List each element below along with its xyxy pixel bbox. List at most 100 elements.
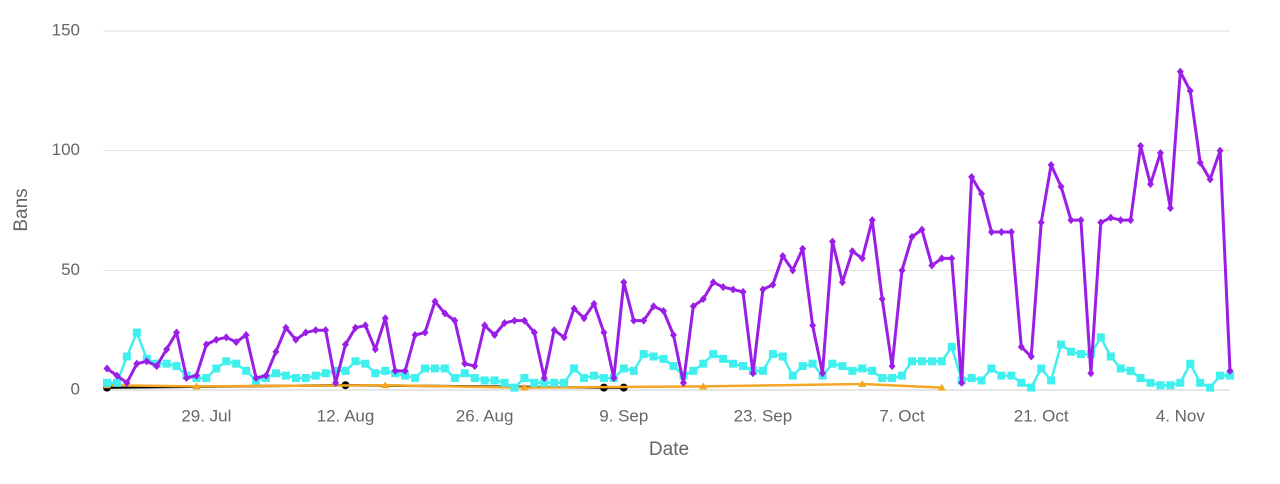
marker: [858, 364, 867, 373]
marker: [1097, 218, 1105, 227]
marker: [1106, 352, 1115, 361]
marker: [888, 374, 897, 383]
marker: [341, 366, 350, 375]
marker: [878, 374, 887, 383]
marker: [1186, 359, 1195, 368]
marker: [768, 350, 777, 359]
x-tick-label: 23. Sep: [734, 406, 793, 425]
marker: [321, 369, 330, 378]
marker: [629, 366, 638, 375]
marker: [759, 285, 767, 294]
marker: [252, 374, 260, 383]
marker: [799, 244, 807, 253]
marker: [302, 328, 310, 337]
marker: [937, 383, 946, 391]
marker: [481, 321, 489, 330]
marker: [411, 330, 419, 339]
marker: [947, 342, 956, 351]
marker: [401, 371, 410, 380]
marker: [1027, 352, 1035, 361]
marker: [699, 359, 708, 368]
x-axis-label: Date: [649, 439, 689, 460]
marker: [650, 302, 658, 311]
marker: [968, 172, 976, 181]
marker: [580, 374, 589, 383]
marker: [540, 374, 548, 383]
marker: [162, 359, 171, 368]
marker: [1037, 218, 1045, 227]
marker: [948, 254, 956, 263]
marker: [689, 366, 698, 375]
marker: [1136, 374, 1145, 383]
marker: [1196, 158, 1204, 167]
marker: [1176, 67, 1184, 76]
marker: [749, 369, 757, 378]
marker: [1017, 378, 1026, 387]
marker: [1206, 175, 1214, 184]
marker: [411, 374, 420, 383]
marker: [1137, 141, 1145, 150]
marker: [570, 304, 578, 313]
marker: [928, 261, 936, 270]
marker: [908, 232, 916, 241]
marker: [1077, 216, 1085, 225]
marker: [470, 374, 479, 383]
marker: [530, 328, 538, 337]
marker: [878, 295, 886, 304]
marker: [937, 357, 946, 366]
marker: [1166, 204, 1174, 213]
marker: [739, 287, 747, 296]
marker: [381, 366, 390, 375]
marker: [312, 326, 320, 335]
marker: [291, 374, 300, 383]
marker: [997, 228, 1005, 237]
marker: [729, 285, 737, 294]
marker: [1226, 366, 1234, 375]
y-tick-label: 100: [52, 140, 80, 159]
x-tick-label: 7. Oct: [879, 406, 925, 425]
marker: [958, 378, 966, 387]
marker: [123, 378, 131, 387]
marker: [272, 347, 280, 356]
marker: [1156, 381, 1165, 390]
marker: [501, 318, 509, 327]
marker: [361, 359, 370, 368]
marker: [282, 323, 290, 332]
marker: [907, 357, 916, 366]
marker: [918, 225, 926, 234]
marker: [103, 364, 111, 373]
marker: [828, 237, 836, 246]
marker: [232, 338, 240, 347]
marker: [1127, 216, 1135, 225]
y-axis-label: Bans: [11, 188, 32, 231]
marker: [1037, 364, 1046, 373]
x-tick-label: 26. Aug: [456, 406, 514, 425]
marker: [699, 295, 707, 304]
marker: [242, 330, 250, 339]
marker: [361, 321, 369, 330]
marker: [192, 382, 201, 390]
marker: [351, 357, 360, 366]
marker: [1146, 378, 1155, 387]
marker: [222, 333, 230, 342]
marker: [103, 378, 111, 387]
marker: [1047, 161, 1055, 170]
marker: [1226, 371, 1234, 380]
marker: [460, 369, 469, 378]
marker: [639, 350, 648, 359]
x-tick-label: 9. Sep: [599, 406, 648, 425]
marker: [173, 328, 181, 337]
marker: [1007, 371, 1016, 380]
marker: [858, 254, 866, 263]
marker: [599, 374, 608, 383]
marker: [997, 371, 1006, 380]
marker: [281, 371, 290, 380]
marker: [560, 333, 568, 342]
marker: [1007, 228, 1015, 237]
marker: [689, 302, 697, 311]
marker: [212, 364, 221, 373]
marker: [788, 371, 797, 380]
marker: [709, 278, 717, 287]
marker: [977, 376, 986, 385]
marker: [401, 366, 409, 375]
